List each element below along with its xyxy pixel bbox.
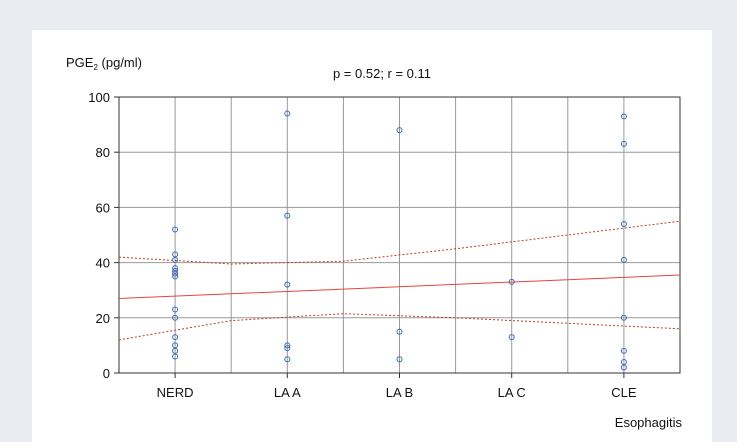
plot-frame	[118, 96, 681, 374]
data-point	[172, 353, 179, 360]
data-point	[396, 356, 403, 363]
y-axis-label: PGE2 (pg/ml)	[66, 55, 142, 72]
data-point	[172, 251, 179, 258]
y-axis-label-unit: (pg/ml)	[98, 55, 142, 70]
data-point	[172, 273, 179, 280]
x-tick-label: NERD	[157, 385, 194, 400]
data-point	[620, 358, 627, 365]
data-point	[620, 256, 627, 263]
y-tick-label: 60	[96, 200, 110, 215]
confidence-lower-line	[118, 313, 681, 341]
data-point	[172, 342, 179, 349]
chart-panel: PGE2 (pg/ml) p = 0.52; r = 0.11 Esophagi…	[32, 30, 712, 442]
y-tick-label: 80	[96, 145, 110, 160]
x-tick-label: LA A	[274, 385, 301, 400]
x-tick-label: LA B	[386, 385, 413, 400]
scatter-chart: PGE2 (pg/ml) p = 0.52; r = 0.11 Esophagi…	[66, 55, 683, 430]
data-point	[284, 212, 291, 219]
confidence-upper-line	[118, 220, 681, 265]
y-tick-label: 0	[103, 366, 110, 381]
data-point	[620, 140, 627, 147]
data-point	[620, 364, 627, 371]
data-point	[172, 265, 179, 272]
y-axis-label-main: PGE	[66, 55, 94, 70]
x-axis-label: Esophagitis	[615, 415, 683, 430]
data-point	[396, 127, 403, 134]
data-point	[172, 314, 179, 321]
data-point	[172, 226, 179, 233]
data-point	[508, 334, 515, 341]
x-tick-label: LA C	[498, 385, 526, 400]
data-point	[620, 314, 627, 321]
data-point	[508, 278, 515, 285]
data-point	[396, 328, 403, 335]
data-point	[172, 306, 179, 313]
data-point	[284, 110, 291, 117]
regression-line	[118, 274, 681, 299]
y-tick-label: 100	[88, 90, 110, 105]
y-tick-label: 40	[96, 256, 110, 271]
data-point	[620, 220, 627, 227]
y-axis-label-sub: 2	[93, 63, 98, 72]
data-point	[284, 281, 291, 288]
data-point	[284, 345, 291, 352]
data-point	[172, 267, 179, 274]
data-point	[620, 113, 627, 120]
data-point	[172, 334, 179, 341]
x-tick-label: CLE	[611, 385, 637, 400]
y-tick-label: 20	[96, 311, 110, 326]
data-point	[172, 256, 179, 263]
chart-title: p = 0.52; r = 0.11	[333, 66, 431, 81]
data-point	[172, 347, 179, 354]
data-point	[172, 270, 179, 277]
data-point	[284, 356, 291, 363]
data-point	[284, 342, 291, 349]
data-point	[620, 347, 627, 354]
